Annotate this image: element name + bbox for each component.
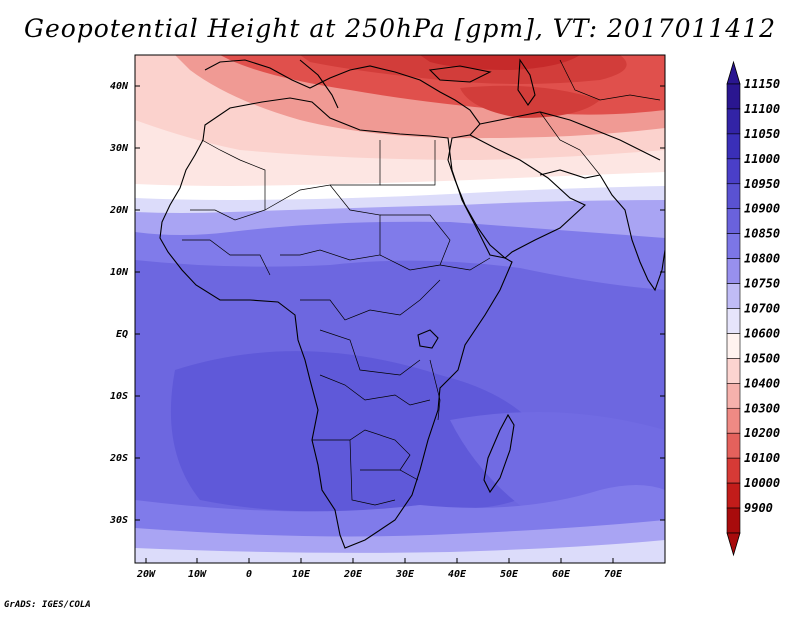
lat-tick: 20S [109, 453, 128, 464]
colorbar-label: 10400 [744, 376, 780, 390]
colorbar-swatch [726, 407, 741, 434]
colorbar-swatch [726, 432, 741, 459]
border-central [300, 279, 441, 321]
south-band-3 [135, 540, 665, 563]
lat-tick: 10S [110, 391, 128, 402]
border-botswana [349, 439, 396, 506]
colorbar-swatch [726, 208, 741, 234]
lon-axis: 20W 10W 0 10E 20E 30E 40E 50E 60E 70E [136, 569, 623, 580]
chart-title: Geopotential Height at 250hPa [gpm], VT:… [23, 14, 777, 43]
border-westafrica [182, 239, 271, 276]
africa-coast [159, 97, 513, 549]
lat-tick-marks [135, 85, 665, 521]
black-sea [428, 65, 492, 83]
border-central-asia [559, 59, 661, 101]
lon-tick: 20W [136, 569, 156, 580]
deep-blue-lobe [170, 351, 560, 512]
border-tanzania [429, 359, 441, 421]
colorbar-swatch [726, 333, 741, 359]
lat-tick: 10N [110, 267, 129, 278]
colorbar: 11150 11100 11050 11000 10950 10900 10850 10800… [726, 60, 780, 557]
lat-tick: 40N [110, 81, 129, 92]
border-nw [190, 139, 266, 221]
border-iran [539, 111, 601, 176]
colorbar-label: 11050 [744, 127, 780, 141]
map-frame [134, 54, 666, 564]
lon-tick: 60E [552, 569, 571, 580]
colorbar-label: 10300 [744, 401, 780, 415]
lon-tick: 10E [292, 569, 311, 580]
colorbar-label: 10700 [744, 302, 780, 316]
lake-victoria [417, 329, 439, 349]
madagascar [483, 413, 515, 494]
colorbar-swatch [726, 457, 741, 484]
colorbar-label: 9900 [744, 501, 773, 515]
colorbar-label: 10600 [744, 326, 780, 340]
colorbar-label: 10000 [744, 476, 780, 490]
colorbar-label: 10100 [744, 451, 780, 465]
italy-coast [299, 59, 339, 109]
lat-tick: 20N [109, 205, 129, 216]
iran-coast [479, 111, 661, 161]
colorbar-swatch [726, 258, 741, 284]
lon-tick: 0 [246, 569, 252, 580]
border-sudan [379, 214, 451, 271]
grads-credit: GrADS: IGES/COLA [4, 600, 91, 610]
lon-tick: 30E [395, 569, 415, 580]
border-ethiopia [439, 257, 491, 271]
colorbar-swatch [726, 158, 741, 185]
colorbar-label: 10200 [744, 426, 780, 440]
colorbar-swatch [726, 383, 741, 409]
lat-axis: 40N 30N 20N 10N EQ 10S 20S 30S [109, 81, 129, 526]
border-zimbabwe [360, 469, 419, 481]
colorbar-label: 11000 [744, 152, 780, 166]
country-borders [182, 59, 661, 506]
colorbar-swatch [726, 308, 741, 334]
border-namibia [312, 429, 411, 471]
colorbar-label: 11100 [744, 102, 780, 116]
lon-tick: 10W [188, 569, 207, 580]
lon-tick: 70E [604, 569, 623, 580]
colorbar-swatch [726, 482, 741, 509]
lon-tick: 20E [343, 569, 363, 580]
lon-tick-marks [145, 558, 614, 563]
lon-tick: 50E [500, 569, 519, 580]
arabia-coast [447, 134, 586, 259]
colorbar-label: 10800 [744, 252, 780, 266]
colorbar-label: 10950 [744, 177, 780, 191]
caspian-sea [517, 58, 536, 106]
border-congo [319, 329, 421, 376]
colorbar-swatch [726, 233, 741, 259]
colorbar-swatch [726, 358, 741, 384]
colorbar-label: 10900 [744, 202, 780, 216]
colorbar-swatch [726, 83, 741, 110]
colorbar-swatch [726, 133, 741, 160]
india-coast [599, 174, 665, 292]
border-angola [319, 374, 431, 406]
border-sahel [264, 184, 381, 261]
colorbar-label: 10500 [744, 351, 780, 365]
lat-tick: 30S [109, 515, 128, 526]
colorbar-swatch [726, 507, 741, 534]
colorbar-label: 11150 [744, 77, 780, 91]
colorbar-label: 10750 [744, 277, 780, 291]
lon-tick: 40E [448, 569, 467, 580]
lat-tick: EQ [116, 329, 128, 340]
colorbar-swatch [726, 108, 741, 135]
coastlines [159, 58, 665, 549]
colorbar-swatch [726, 183, 741, 210]
height-field [135, 55, 665, 563]
colorbar-swatch [726, 283, 741, 309]
lat-tick: 30N [109, 143, 129, 154]
colorbar-label: 10850 [744, 227, 780, 241]
med-north-coast [204, 59, 481, 136]
colorbar-arrow-top [726, 60, 741, 85]
gulf-coast [539, 169, 601, 179]
colorbar-arrow-bottom [726, 532, 741, 557]
border-egypt [380, 140, 436, 186]
